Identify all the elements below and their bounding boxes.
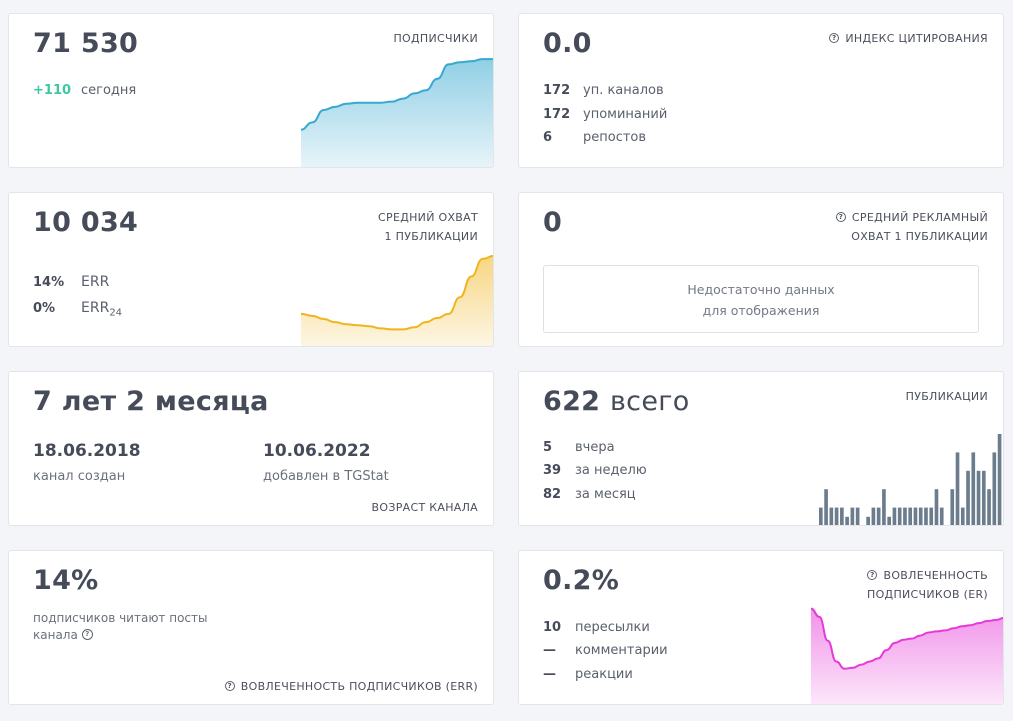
posts-bar [913, 507, 918, 525]
reach-value: 10 034 [33, 207, 139, 238]
posts-bar [834, 507, 839, 525]
channel-age-title: ВОЗРАСТ КАНАЛА [371, 501, 478, 514]
help-icon[interactable] [829, 32, 840, 44]
posts-bar [966, 470, 970, 525]
citation-row-channels: 172 уп. каналов [543, 83, 664, 98]
posts-bar [924, 507, 928, 525]
posts-bar [908, 507, 913, 525]
posts-bar-chart[interactable] [819, 434, 1003, 526]
posts-title: ПУБЛИКАЦИИ [905, 390, 988, 403]
posts-row-yesterday: 5 вчера [543, 440, 615, 455]
err24-row: 0% ERR24 [33, 300, 123, 319]
reach-line [301, 254, 493, 331]
posts-bar [887, 516, 891, 525]
posts-bar [876, 507, 881, 525]
er-row-forwards: 10 пересылки [543, 620, 650, 635]
posts-bar [939, 507, 944, 525]
reach-title: СРЕДНИЙ ОХВАТ 1 ПУБЛИКАЦИИ [378, 211, 478, 243]
posts-bar [850, 507, 855, 525]
citation-row-reposts: 6 репостов [543, 130, 647, 145]
posts-bar [882, 489, 886, 525]
subscribers-delta: +110 [33, 83, 72, 98]
help-icon[interactable] [867, 569, 878, 581]
posts-bar [840, 507, 844, 525]
help-icon[interactable] [224, 680, 235, 692]
posts-bar [992, 452, 997, 525]
ad-reach-value: 0 [543, 207, 563, 238]
no-data-box: Недостаточно данных для отображения [543, 265, 979, 333]
subscribers-title: ПОДПИСЧИКИ [393, 32, 478, 45]
posts-bar [819, 507, 823, 525]
err-description: подписчиков читают посты канала [33, 610, 223, 644]
created-date: 18.06.2018 [33, 441, 141, 461]
help-icon[interactable] [81, 628, 93, 640]
reach-sparkline[interactable] [301, 233, 494, 347]
posts-bar [829, 507, 834, 525]
channel-age-card[interactable]: 7 лет 2 месяца 18.06.2018 канал создан 1… [8, 371, 494, 526]
subscribers-area [301, 59, 493, 167]
posts-bar [866, 516, 870, 525]
posts-bar [929, 507, 934, 525]
er-value: 0.2% [543, 565, 620, 596]
created-label: канал создан [33, 469, 126, 484]
subscribers-count: 71 530 [33, 28, 139, 59]
subscribers-line [301, 58, 493, 131]
posts-bar [892, 507, 897, 525]
posts-bar [997, 434, 1002, 525]
posts-bar [918, 507, 923, 525]
posts-total: 622 всего [543, 386, 690, 417]
subscribers-sparkline[interactable] [301, 54, 494, 168]
err-value: 14% [33, 565, 99, 596]
posts-bar [960, 507, 965, 525]
reach-card[interactable]: 10 034 СРЕДНИЙ ОХВАТ 1 ПУБЛИКАЦИИ 14% ERR … [8, 192, 494, 347]
citation-row-mentions: 172 упоминаний [543, 107, 668, 122]
posts-card[interactable]: 622 всего ПУБЛИКАЦИИ 5 вчера 39 за неделю … [518, 371, 1004, 526]
channel-age-value: 7 лет 2 месяца [33, 386, 269, 417]
posts-bar [950, 489, 955, 525]
er-line [811, 607, 1003, 670]
posts-bar [903, 507, 907, 525]
posts-bar [871, 507, 876, 525]
er-row-reactions: — реакции [543, 667, 633, 682]
posts-bar [981, 470, 986, 525]
posts-bar [824, 489, 828, 525]
added-label: добавлен в TGStat [263, 469, 389, 484]
citation-title[interactable]: ИНДЕКС ЦИТИРОВАНИЯ [829, 29, 988, 48]
er-sparkline[interactable] [811, 591, 1004, 705]
posts-bar [971, 452, 976, 525]
help-icon[interactable] [835, 211, 846, 223]
posts-row-month: 82 за месяц [543, 487, 636, 502]
posts-bar [987, 489, 991, 525]
err-title[interactable]: ВОВЛЕЧЕННОСТЬ ПОДПИСЧИКОВ (ERR) [224, 677, 478, 696]
posts-bar [934, 489, 939, 525]
posts-bar [955, 452, 960, 525]
posts-bar [976, 470, 981, 525]
added-date: 10.06.2022 [263, 441, 371, 461]
posts-row-week: 39 за неделю [543, 463, 647, 478]
er-area [811, 608, 1003, 704]
subscribers-card[interactable]: 71 530 ПОДПИСЧИКИ +110 сегодня [8, 13, 494, 168]
posts-bar [845, 516, 849, 525]
err-row: 14% ERR [33, 274, 110, 290]
er-row-comments: — комментарии [543, 643, 668, 658]
subscribers-delta-row: +110 сегодня [33, 83, 136, 98]
reach-area [301, 255, 493, 346]
posts-bar [897, 507, 902, 525]
posts-bar [855, 507, 860, 525]
subscribers-delta-label: сегодня [81, 83, 137, 98]
citation-index-value: 0.0 [543, 28, 592, 59]
